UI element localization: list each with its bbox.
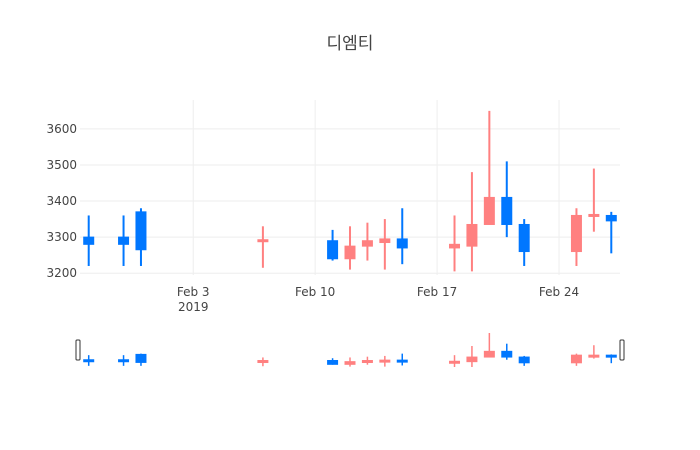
- slider-candle-body: [518, 356, 530, 364]
- slider-candle-body: [605, 354, 617, 358]
- candle-body: [83, 236, 95, 245]
- slider-candle: [605, 354, 617, 364]
- candle-body: [327, 240, 339, 260]
- slider-candle: [135, 353, 147, 366]
- slider-candle: [570, 353, 582, 366]
- grid-layer: [80, 100, 620, 275]
- candle-body: [449, 243, 461, 249]
- slider-candle: [257, 357, 269, 367]
- slider-candle: [483, 333, 495, 358]
- candle: [379, 219, 391, 270]
- slider-candle-body: [361, 360, 373, 364]
- candle: [466, 172, 478, 272]
- candle: [518, 219, 530, 266]
- candle-body: [466, 223, 478, 247]
- slider-candle: [588, 345, 600, 359]
- candle: [501, 161, 513, 238]
- y-tick-label: 3500: [46, 158, 77, 172]
- candle: [449, 215, 461, 272]
- candle: [588, 168, 600, 232]
- slider-candle-body: [466, 356, 478, 363]
- slider-candle-body: [327, 360, 339, 365]
- y-tick-label: 3600: [46, 122, 77, 136]
- slider-candle: [361, 356, 373, 365]
- slider-candle-body: [396, 359, 408, 363]
- candle: [361, 222, 373, 261]
- slider-candle-body: [135, 353, 147, 363]
- slider-candle-body: [501, 350, 513, 358]
- range-slider-right-handle[interactable]: [619, 339, 625, 361]
- candle-body: [483, 196, 495, 225]
- slider-candle-body: [570, 354, 582, 364]
- candle: [605, 211, 617, 254]
- candle-layer: [83, 110, 617, 272]
- candle-body: [396, 238, 408, 249]
- candle-body: [361, 240, 373, 247]
- range-slider[interactable]: [75, 333, 625, 367]
- candle: [344, 226, 356, 270]
- candle: [118, 215, 130, 266]
- candle-body: [518, 223, 530, 253]
- candle: [483, 110, 495, 225]
- slider-candle-body: [588, 354, 600, 358]
- slider-candle: [466, 345, 478, 367]
- slider-candle-body: [449, 360, 461, 364]
- slider-candle: [327, 358, 339, 365]
- slider-candle: [501, 343, 513, 360]
- x-tick-label: Feb 10: [295, 285, 335, 299]
- x-tick-sublabel: 2019: [178, 300, 209, 314]
- candle-body: [135, 211, 147, 251]
- slider-candle: [449, 355, 461, 367]
- x-tick-label: Feb 24: [539, 285, 579, 299]
- slider-candle-body: [379, 359, 391, 363]
- slider-candle: [118, 355, 130, 366]
- slider-candle: [518, 355, 530, 366]
- candle: [396, 208, 408, 265]
- candle-body: [379, 238, 391, 244]
- candle-body: [118, 236, 130, 245]
- candle-body: [257, 239, 269, 243]
- candle: [257, 226, 269, 268]
- slider-candle: [396, 353, 408, 366]
- slider-candle: [344, 357, 356, 367]
- slider-candle-body: [257, 360, 269, 364]
- slider-candle-body: [344, 361, 356, 365]
- candle: [135, 208, 147, 266]
- candle: [83, 215, 95, 266]
- candle: [570, 208, 582, 266]
- chart-title: 디엠티: [327, 34, 374, 54]
- slider-candle: [379, 355, 391, 367]
- range-slider-left-handle[interactable]: [75, 339, 81, 361]
- slider-candle-body: [83, 359, 95, 363]
- candle-body: [501, 196, 513, 225]
- candle: [327, 229, 339, 261]
- slider-candle-body: [483, 350, 495, 358]
- slider-candle-body: [118, 359, 130, 363]
- candle-body: [570, 214, 582, 253]
- candle-body: [344, 245, 356, 260]
- candle-body: [605, 214, 617, 222]
- x-tick-label: Feb 17: [417, 285, 457, 299]
- y-tick-label: 3200: [46, 266, 77, 280]
- candle-body: [588, 213, 600, 217]
- y-tick-label: 3400: [46, 194, 77, 208]
- slider-candle: [83, 355, 95, 366]
- x-tick-label: Feb 3: [177, 285, 210, 299]
- y-tick-label: 3300: [46, 230, 77, 244]
